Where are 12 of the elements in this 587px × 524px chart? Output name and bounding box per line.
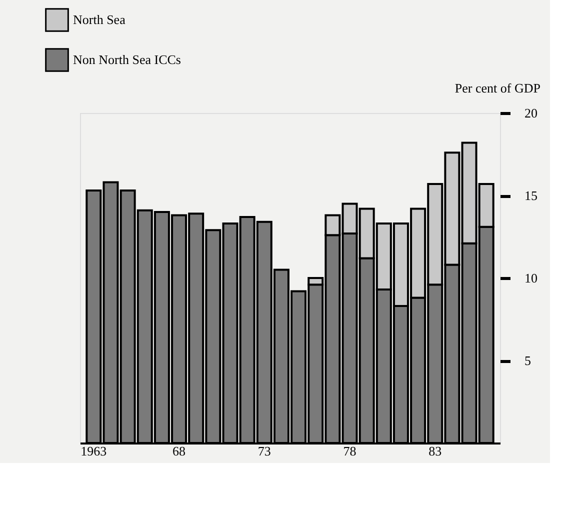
legend-label: North Sea [73,12,126,27]
x-tick-label: 78 [343,444,356,458]
x-tick-label: 1963 [80,444,107,458]
legend-label: Non North Sea ICCs [73,52,181,67]
y-axis-title: Per cent of GDP [454,80,540,96]
y-tick-label: 10 [524,270,538,286]
x-tick-label: 73 [258,444,271,458]
y-tick-label: 15 [524,188,538,203]
y-tick-label: 20 [524,106,538,120]
x-tick-label: 68 [172,444,186,458]
x-tick-label: 83 [428,444,442,458]
y-tick-label: 5 [524,353,531,368]
